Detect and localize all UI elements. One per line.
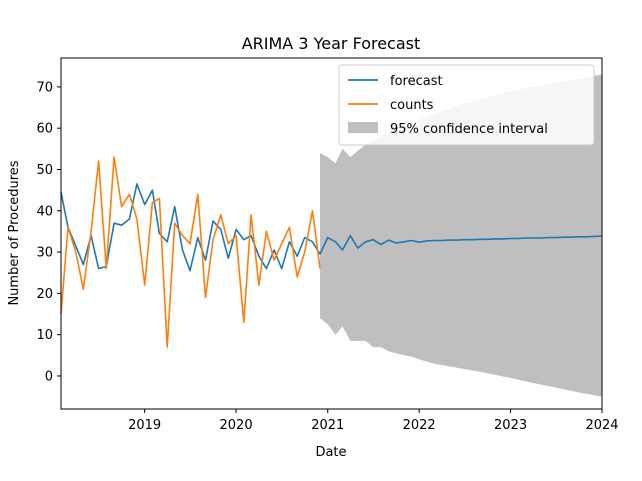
legend-counts-label: counts <box>390 98 434 113</box>
x-tick-label: 2022 <box>403 418 436 433</box>
plot-frame <box>60 57 603 410</box>
x-tick-label: 2021 <box>311 418 344 433</box>
x-tick-label: 2019 <box>128 418 161 433</box>
y-tick-label: 30 <box>36 246 53 261</box>
y-tick-label: 50 <box>36 163 53 178</box>
legend-forecast-label: forecast <box>390 74 443 89</box>
y-axis-label: Number of Procedures <box>7 160 22 305</box>
legend: forecast counts 95% confidence interval <box>338 64 595 146</box>
x-tick-label: 2024 <box>585 418 618 433</box>
chart-title: ARIMA 3 Year Forecast <box>242 34 421 53</box>
y-tick-label: 10 <box>36 328 53 343</box>
y-axis: 0 10 20 30 40 50 60 70 <box>36 80 61 384</box>
forecast-line <box>60 183 603 272</box>
x-axis: 2019 2020 2021 2022 2023 2024 <box>128 409 619 433</box>
forecast-series <box>60 183 603 272</box>
y-tick-label: 60 <box>36 122 53 137</box>
counts-series <box>60 156 321 348</box>
counts-line <box>60 156 321 348</box>
y-tick-label: 70 <box>36 80 53 95</box>
legend-interval-label: 95% confidence interval <box>390 122 548 137</box>
x-tick-label: 2020 <box>220 418 253 433</box>
y-tick-label: 20 <box>36 287 53 302</box>
confidence-interval-layer <box>320 74 602 397</box>
legend-interval-swatch <box>348 122 378 133</box>
legend-box <box>338 64 595 146</box>
x-tick-label: 2023 <box>494 418 527 433</box>
x-axis-label: Date <box>315 445 346 460</box>
y-tick-label: 0 <box>45 369 53 384</box>
y-tick-label: 40 <box>36 204 53 219</box>
confidence-interval-area <box>320 74 602 397</box>
